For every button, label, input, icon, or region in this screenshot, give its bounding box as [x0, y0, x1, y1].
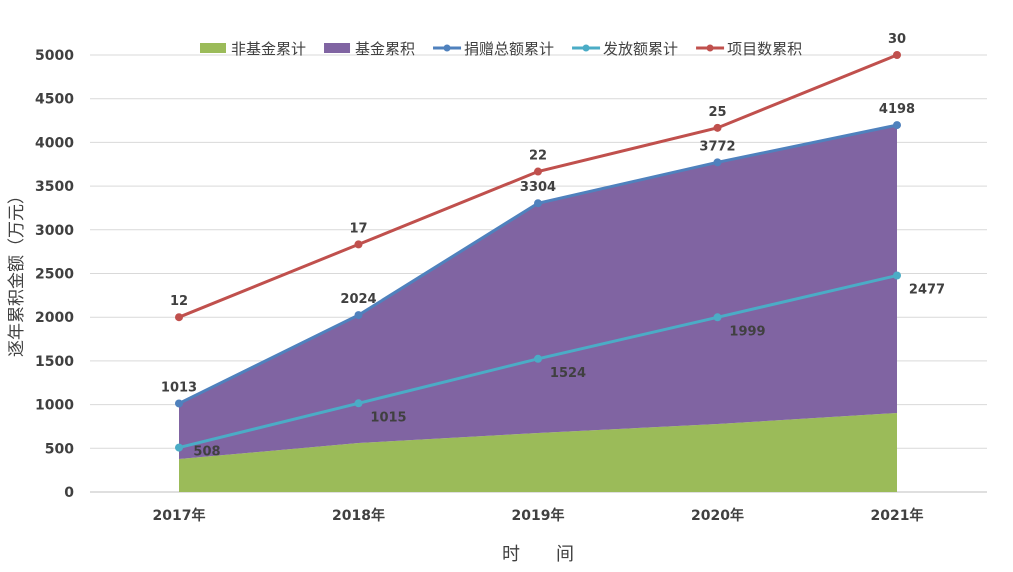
data-point	[893, 271, 901, 280]
y-tick-label: 0	[64, 485, 74, 501]
data-label: 1524	[550, 366, 586, 381]
data-point	[893, 121, 901, 130]
legend-marker	[706, 44, 714, 52]
legend-label: 捐赠总额累计	[464, 40, 554, 58]
y-axis-ticks: 0 500 1000 1500 2000 2500 3000 3500 4000 4500 5000	[35, 48, 74, 501]
data-label: 1013	[161, 380, 197, 395]
y-tick-label: 1000	[35, 398, 74, 414]
data-label: 30	[888, 32, 906, 47]
y-tick-label: 5000	[35, 48, 74, 64]
y-tick-label: 3500	[35, 179, 74, 195]
area-非基金累计	[179, 412, 897, 492]
y-tick-label: 3000	[35, 223, 74, 239]
x-axis-title: 时 间	[502, 544, 574, 565]
data-point	[534, 354, 542, 363]
legend-label: 非基金累计	[231, 40, 306, 58]
data-point	[534, 199, 542, 208]
data-point	[175, 443, 183, 452]
area-基金累积	[179, 125, 897, 459]
areas	[179, 125, 897, 492]
data-point	[354, 399, 363, 408]
data-label: 3772	[699, 139, 735, 154]
data-label: 25	[708, 105, 726, 120]
data-label: 12	[170, 294, 188, 309]
x-tick-label: 2018年	[332, 507, 385, 524]
data-labels: 1013 2024 3304 3772 4198 508 1015 1524 1999 2477 1…	[161, 32, 945, 460]
y-tick-label: 4000	[35, 135, 74, 151]
y-tick-label: 2000	[35, 310, 74, 326]
data-label: 3304	[520, 180, 556, 195]
data-point	[534, 167, 542, 176]
x-tick-label: 2017年	[153, 507, 206, 524]
data-point	[175, 399, 183, 408]
data-point	[713, 123, 722, 132]
data-label: 1015	[370, 410, 406, 425]
lines	[175, 51, 901, 452]
x-axis-ticks: 2017年 2018年 2019年 2020年 2021年	[153, 507, 924, 524]
data-label: 22	[529, 149, 547, 164]
legend-label: 项目数累积	[727, 40, 802, 58]
legend-marker	[443, 44, 451, 52]
x-tick-label: 2019年	[512, 507, 565, 524]
data-label: 1999	[729, 324, 765, 339]
data-point	[713, 313, 722, 322]
data-point	[175, 313, 183, 322]
legend: 非基金累计 基金累积 捐赠总额累计 发放额累计 项目数累积	[200, 40, 802, 58]
y-tick-label: 500	[45, 441, 74, 457]
data-label: 2024	[340, 292, 376, 307]
legend-swatch	[200, 43, 226, 53]
data-label: 17	[349, 221, 367, 236]
data-point	[893, 51, 901, 59]
x-tick-label: 2021年	[871, 507, 924, 524]
legend-marker	[582, 44, 590, 52]
data-label: 4198	[879, 102, 915, 117]
legend-label: 基金累积	[355, 40, 415, 58]
legend-swatch	[324, 43, 351, 53]
y-tick-label: 1500	[35, 354, 74, 370]
data-point	[354, 240, 363, 249]
data-label: 2477	[909, 283, 945, 298]
y-axis-title: 逐年累积金额（万元）	[7, 187, 27, 357]
y-tick-label: 2500	[35, 267, 74, 283]
data-label: 508	[193, 445, 220, 460]
y-tick-label: 4500	[35, 92, 74, 108]
data-point	[354, 311, 363, 320]
data-point	[713, 158, 722, 167]
legend-label: 发放额累计	[603, 40, 678, 58]
x-tick-label: 2020年	[691, 507, 744, 524]
